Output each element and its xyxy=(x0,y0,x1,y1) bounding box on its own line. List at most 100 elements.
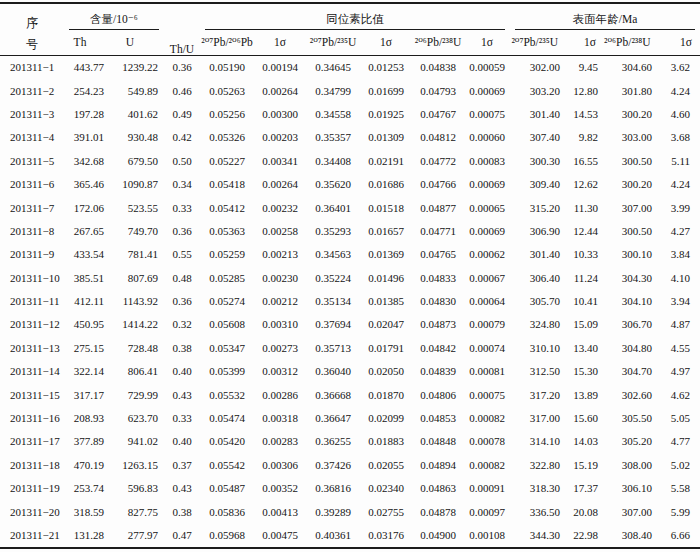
cell-sigma-pb207-pb206: 0.00312 xyxy=(254,360,306,383)
cell-serial: 201311−12 xyxy=(0,313,64,336)
table-row: 201311−21131.28277.970.470.059680.004750… xyxy=(0,524,700,548)
cell-th: 275.15 xyxy=(64,337,110,360)
col-header-sigma-age-206-238: 1σ xyxy=(660,30,700,56)
cell-u: 807.69 xyxy=(110,267,164,290)
cell-u: 781.41 xyxy=(110,243,164,266)
cell-u: 941.02 xyxy=(110,430,164,453)
col-group-content: 含量/10⁻⁶ xyxy=(64,3,164,30)
cell-pb207-u235: 0.36401 xyxy=(306,196,360,219)
cell-serial: 201311−17 xyxy=(0,430,64,453)
cell-th-u: 0.36 xyxy=(164,290,200,313)
cell-u: 596.83 xyxy=(110,477,164,500)
cell-serial: 201311−4 xyxy=(0,126,64,149)
cell-th-u: 0.36 xyxy=(164,56,200,80)
cell-sigma-pb207-u235: 0.01496 xyxy=(360,267,412,290)
isotope-group-label: 同位素比值 xyxy=(205,14,505,31)
cell-pb206-u238: 0.04766 xyxy=(412,173,464,196)
cell-pb207-pb206: 0.05256 xyxy=(200,103,254,126)
table-row: 201311−2254.23549.890.460.052630.002640.… xyxy=(0,79,700,102)
cell-age-pb207-u235: 309.40 xyxy=(510,173,568,196)
cell-th-u: 0.47 xyxy=(164,524,200,548)
cell-pb207-u235: 0.34558 xyxy=(306,103,360,126)
cell-serial: 201311−21 xyxy=(0,524,64,548)
cell-pb207-u235: 0.37694 xyxy=(306,313,360,336)
cell-serial: 201311−10 xyxy=(0,267,64,290)
cell-th: 391.01 xyxy=(64,126,110,149)
cell-sigma-age-pb206-u238: 4.62 xyxy=(660,383,700,406)
cell-sigma-age-pb207-u235: 9.45 xyxy=(568,56,604,80)
cell-pb207-u235: 0.36040 xyxy=(306,360,360,383)
cell-th: 267.65 xyxy=(64,220,110,243)
cell-age-pb206-u238: 304.80 xyxy=(604,337,660,360)
cell-th-u: 0.40 xyxy=(164,430,200,453)
cell-sigma-pb207-pb206: 0.00475 xyxy=(254,524,306,548)
cell-sigma-age-pb207-u235: 10.33 xyxy=(568,243,604,266)
cell-u: 806.41 xyxy=(110,360,164,383)
cell-age-pb206-u238: 308.40 xyxy=(604,524,660,548)
cell-pb207-u235: 0.35713 xyxy=(306,337,360,360)
cell-age-pb206-u238: 300.20 xyxy=(604,103,660,126)
table-row: 201311−17377.89941.020.400.054200.002830… xyxy=(0,430,700,453)
col-group-surface-age: 表面年龄/Ma xyxy=(510,3,700,30)
cell-sigma-pb207-u235: 0.01518 xyxy=(360,196,412,219)
cell-pb207-pb206: 0.05532 xyxy=(200,383,254,406)
cell-sigma-pb207-u235: 0.01369 xyxy=(360,243,412,266)
cell-age-pb207-u235: 306.90 xyxy=(510,220,568,243)
cell-th: 208.93 xyxy=(64,407,110,430)
cell-sigma-age-pb207-u235: 15.09 xyxy=(568,313,604,336)
cell-pb207-u235: 0.34799 xyxy=(306,79,360,102)
cell-sigma-age-pb206-u238: 4.27 xyxy=(660,220,700,243)
cell-sigma-pb206-u238: 0.00064 xyxy=(464,290,510,313)
cell-u: 930.48 xyxy=(110,126,164,149)
cell-sigma-age-pb207-u235: 12.44 xyxy=(568,220,604,243)
cell-u: 623.70 xyxy=(110,407,164,430)
cell-sigma-age-pb206-u238: 5.02 xyxy=(660,454,700,477)
cell-sigma-pb207-pb206: 0.00213 xyxy=(254,243,306,266)
cell-serial: 201311−6 xyxy=(0,173,64,196)
cell-age-pb207-u235: 310.10 xyxy=(510,337,568,360)
cell-sigma-pb207-pb206: 0.00310 xyxy=(254,313,306,336)
cell-sigma-age-pb206-u238: 4.87 xyxy=(660,313,700,336)
cell-pb207-pb206: 0.05326 xyxy=(200,126,254,149)
cell-sigma-pb206-u238: 0.00074 xyxy=(464,337,510,360)
col-group-isotope-ratios: 同位素比值 xyxy=(200,3,510,30)
cell-pb206-u238: 0.04894 xyxy=(412,454,464,477)
cell-pb207-pb206: 0.05363 xyxy=(200,220,254,243)
cell-age-pb207-u235: 314.10 xyxy=(510,430,568,453)
cell-age-pb207-u235: 306.40 xyxy=(510,267,568,290)
table-header: 序 号 含量/10⁻⁶ Th/U 同位素比值 表面年龄/Ma Th U ²⁰⁷P… xyxy=(0,3,700,56)
cell-serial: 201311−18 xyxy=(0,454,64,477)
cell-age-pb206-u238: 300.50 xyxy=(604,220,660,243)
table-row: 201311−15317.17729.990.430.055320.002860… xyxy=(0,383,700,406)
cell-pb206-u238: 0.04900 xyxy=(412,524,464,548)
col-header-age-pb206-u238: ²⁰⁶Pb/²³⁸U xyxy=(604,30,660,56)
cell-th: 342.68 xyxy=(64,150,110,173)
cell-u: 549.89 xyxy=(110,79,164,102)
cell-sigma-pb207-u235: 0.02191 xyxy=(360,150,412,173)
paper-table-page: 序 号 含量/10⁻⁶ Th/U 同位素比值 表面年龄/Ma Th U ²⁰⁷P… xyxy=(0,0,700,552)
cell-sigma-pb207-u235: 0.02340 xyxy=(360,477,412,500)
cell-pb207-u235: 0.36816 xyxy=(306,477,360,500)
cell-th-u: 0.40 xyxy=(164,360,200,383)
cell-pb207-u235: 0.35224 xyxy=(306,267,360,290)
cell-sigma-age-pb207-u235: 14.53 xyxy=(568,103,604,126)
cell-age-pb206-u238: 307.00 xyxy=(604,196,660,219)
cell-th-u: 0.33 xyxy=(164,196,200,219)
cell-sigma-pb207-u235: 0.02047 xyxy=(360,313,412,336)
cell-sigma-pb207-u235: 0.02099 xyxy=(360,407,412,430)
cell-th: 412.11 xyxy=(64,290,110,313)
cell-sigma-pb206-u238: 0.00082 xyxy=(464,454,510,477)
cell-u: 728.48 xyxy=(110,337,164,360)
cell-sigma-age-pb206-u238: 5.05 xyxy=(660,407,700,430)
cell-serial: 201311−19 xyxy=(0,477,64,500)
col-header-pb207-u235: ²⁰⁷Pb/²³⁵U xyxy=(306,30,360,56)
cell-th: 131.28 xyxy=(64,524,110,548)
cell-sigma-age-pb207-u235: 16.55 xyxy=(568,150,604,173)
cell-pb206-u238: 0.04839 xyxy=(412,360,464,383)
table-row: 201311−3197.28401.620.490.052560.003000.… xyxy=(0,103,700,126)
cell-th: 253.74 xyxy=(64,477,110,500)
cell-age-pb207-u235: 312.50 xyxy=(510,360,568,383)
cell-th-u: 0.32 xyxy=(164,313,200,336)
col-header-serial: 序 号 xyxy=(0,3,64,56)
col-header-age-pb207-u235: ²⁰⁷Pb/²³⁵U xyxy=(510,30,568,56)
